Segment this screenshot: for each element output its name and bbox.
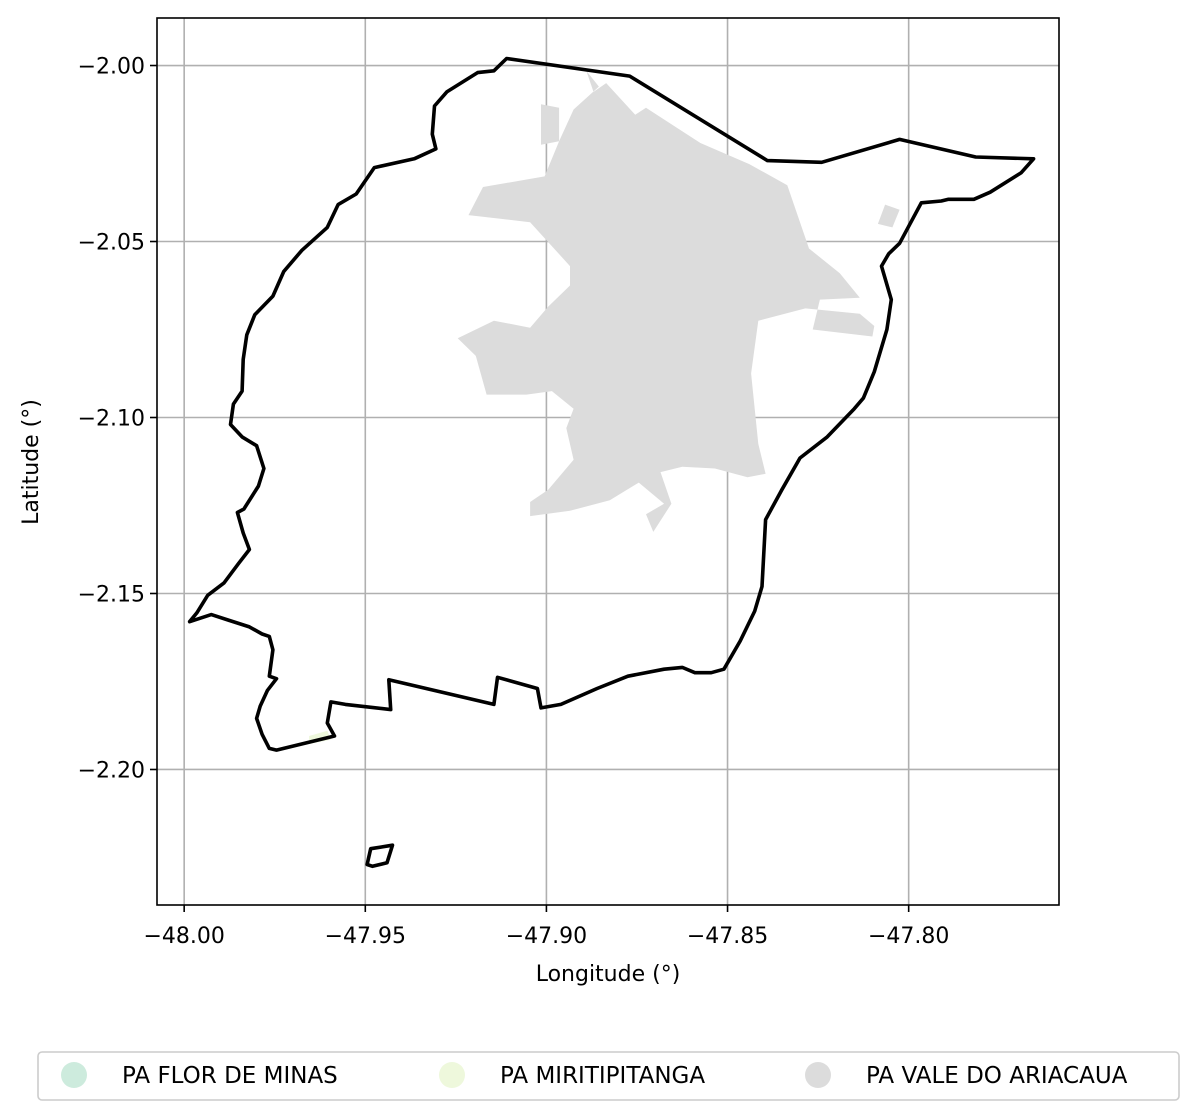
- legend-label-vale-do-ariacaua: PA VALE DO ARIACAUA: [866, 1063, 1128, 1089]
- legend-marker-vale-do-ariacaua: [805, 1062, 831, 1088]
- municipal-boundary: [187, 56, 1036, 869]
- region-pa-vale-do-ariacaua-2: [693, 164, 723, 196]
- x-tick-label-1: −47.95: [325, 924, 406, 949]
- region-pa-vale-do-ariacaua-0: [457, 70, 875, 532]
- region-pa-vale-do-ariacaua-1: [541, 104, 560, 145]
- x-tick-label-0: −48.00: [143, 924, 224, 949]
- y-ticks: −2.00 −2.05 −2.10 −2.15 −2.20: [78, 55, 157, 783]
- y-axis-label: Latitude (°): [19, 399, 44, 525]
- legend-frame: [37, 1051, 1180, 1101]
- legend-marker-miritipitanga: [439, 1062, 465, 1088]
- legend: PA FLOR DE MINAS PA MIRITIPITANGA PA VAL…: [37, 1051, 1180, 1101]
- x-tick-label-3: −47.85: [687, 924, 768, 949]
- boundary-islet: [365, 843, 395, 869]
- plot-frame: [156, 17, 1060, 906]
- region-polygons: [309, 70, 900, 745]
- legend-label-flor-de-minas: PA FLOR DE MINAS: [122, 1063, 338, 1089]
- y-tick-label-1: −2.05: [78, 231, 145, 256]
- y-tick-label-2: −2.10: [78, 407, 145, 432]
- region-pa-vale-do-ariacaua-3: [877, 204, 900, 228]
- boundary-main: [187, 56, 1036, 752]
- x-axis-label: Longitude (°): [536, 962, 681, 987]
- y-tick-label-4: −2.20: [78, 758, 145, 783]
- x-ticks: −48.00 −47.95 −47.90 −47.85 −47.80: [143, 905, 949, 949]
- x-tick-label-2: −47.90: [506, 924, 587, 949]
- x-tick-label-4: −47.80: [868, 924, 949, 949]
- y-tick-label-0: −2.00: [78, 55, 145, 80]
- y-tick-label-3: −2.15: [78, 582, 145, 607]
- legend-marker-flor-de-minas: [61, 1062, 87, 1088]
- legend-label-miritipitanga: PA MIRITIPITANGA: [500, 1063, 705, 1089]
